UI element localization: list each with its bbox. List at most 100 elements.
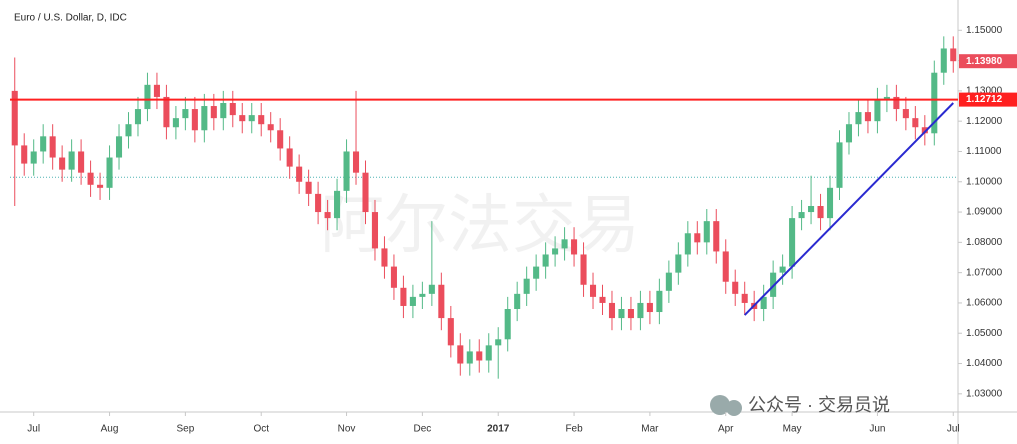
candle-body [665, 272, 672, 291]
y-tick-label: 1.12000 [966, 116, 1003, 127]
candle-body [485, 345, 492, 361]
candle-body [210, 106, 217, 119]
candle-body [334, 190, 341, 219]
candle-body [931, 72, 938, 134]
candle-body [656, 290, 663, 313]
candle-body [542, 254, 549, 267]
candle-body [608, 302, 616, 319]
candle-body [49, 136, 56, 158]
x-tick-label: Feb [565, 424, 583, 435]
candle-body [352, 151, 360, 173]
candle-body [902, 109, 909, 119]
candle-body [808, 206, 815, 213]
candle-body [457, 345, 464, 364]
candle-body [571, 239, 578, 255]
candle-body [438, 284, 445, 319]
x-tick-label: Jul [27, 424, 40, 435]
candle-body [703, 221, 710, 243]
candle-body [826, 187, 834, 219]
price-badge [959, 54, 1017, 69]
y-tick-label: 1.13000 [966, 86, 1003, 97]
y-tick-label: 1.11000 [966, 146, 1002, 157]
y-tick-label: 1.09000 [966, 207, 1003, 218]
y-tick-label: 1.08000 [966, 237, 1003, 248]
candle-body [362, 172, 369, 213]
candle-body [599, 296, 606, 303]
candle-body [836, 142, 843, 188]
x-tick-label: Mar [641, 424, 659, 435]
y-tick-label: 1.07000 [966, 267, 1003, 278]
candle-body [694, 233, 701, 243]
candle-body [87, 172, 94, 185]
candle-body [30, 151, 37, 164]
candle-body [864, 112, 871, 122]
candle-body [324, 212, 331, 219]
candle-body [390, 266, 397, 288]
x-tick-label: Sep [176, 424, 194, 435]
candle-body [779, 266, 786, 273]
candle-body [40, 136, 47, 152]
candle-body [191, 109, 198, 131]
x-tick-label: Jun [869, 424, 885, 435]
candle-body [258, 115, 265, 125]
candle-body [11, 90, 18, 146]
footer-badge: 公众号 · 交易员说 [710, 395, 890, 416]
price-badge-label: 1.12712 [966, 94, 1003, 105]
candle-body [646, 302, 653, 313]
x-tick-label: Oct [253, 424, 269, 435]
footer-icon [710, 395, 730, 415]
candle-body [153, 84, 160, 97]
candle-body [722, 251, 729, 282]
candle-body [618, 309, 625, 319]
y-tick-label: 1.10000 [966, 176, 1003, 187]
x-tick-label: May [783, 424, 802, 435]
candle-body [760, 296, 767, 309]
candle-body [789, 218, 796, 267]
candle-body [68, 151, 75, 170]
price-badge-label: 1.13980 [966, 56, 1003, 67]
candle-body [21, 145, 28, 164]
candle-body [627, 309, 634, 319]
x-tick-label: Aug [101, 424, 119, 435]
candle-body [248, 115, 255, 122]
candle-body [855, 112, 862, 125]
x-tick-label: 2017 [487, 424, 510, 435]
y-tick-label: 1.05000 [966, 328, 1003, 339]
candle-body [106, 157, 113, 188]
candle-body [172, 118, 179, 128]
candle-body [514, 293, 521, 309]
candle-body [182, 109, 189, 119]
candle-body [874, 99, 881, 122]
candle-body [381, 248, 388, 267]
candle-body [409, 296, 416, 306]
candle-body [741, 293, 748, 303]
candle-body [419, 293, 426, 297]
candle-body [286, 148, 293, 167]
candle-body [561, 239, 568, 249]
candle-body [798, 212, 805, 219]
candle-body [533, 266, 540, 279]
candle-body [239, 115, 246, 122]
candle-body [144, 84, 151, 110]
x-tick-label: Apr [718, 424, 734, 435]
candle-body [428, 284, 435, 294]
candle-body [950, 48, 957, 62]
candle-body [315, 193, 322, 213]
candle-body [476, 351, 483, 361]
candle-body [504, 309, 511, 340]
candle-body [845, 124, 853, 143]
candle-body [220, 103, 227, 119]
candle-body [940, 48, 947, 73]
candle-body [59, 157, 66, 170]
candle-body [296, 166, 303, 182]
candle-body [817, 206, 824, 219]
candle-body [732, 281, 739, 294]
candle-body [229, 103, 236, 116]
y-tick-label: 1.03000 [966, 388, 1003, 399]
candle-body [201, 106, 208, 131]
candle-body [580, 254, 587, 285]
candle-body [125, 124, 132, 137]
footer-icon [726, 400, 742, 416]
